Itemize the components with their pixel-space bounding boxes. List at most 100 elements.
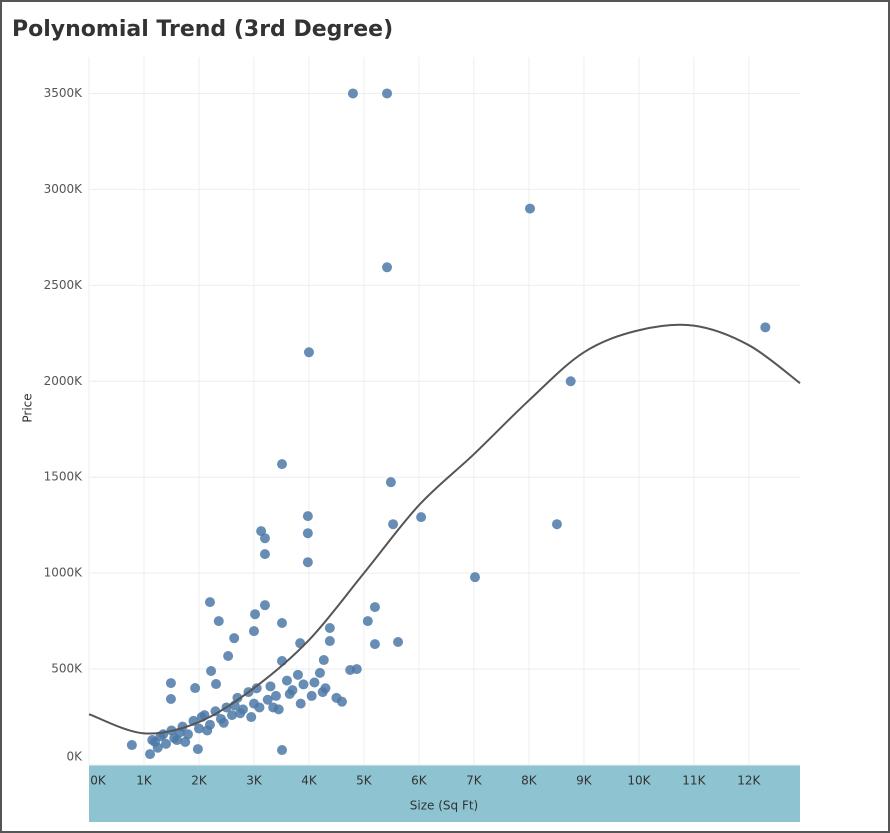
point [235,708,246,719]
x-tick-label: 6K [411,774,428,788]
point [277,618,288,629]
point [193,723,204,734]
point [259,549,270,560]
x-tick-label: 7K [466,774,483,788]
point [298,679,309,690]
point [211,679,222,690]
y-tick-label: 500K [51,662,83,676]
point [324,623,335,634]
point [246,712,257,723]
x-axis-band [89,765,800,822]
point [525,203,536,214]
point [302,511,313,522]
x-tick-label: 8K [521,774,538,788]
chart-title: Polynomial Trend (3rd Degree) [12,17,393,42]
point [760,322,771,333]
point [248,626,259,637]
point [347,88,358,99]
point [250,609,261,620]
point [388,519,399,530]
point [314,667,325,678]
point [180,736,191,747]
x-tick-label: 10K [627,774,651,788]
point [295,698,306,709]
point [192,744,203,755]
y-tick-label: 3500K [44,86,84,100]
point [416,512,427,523]
x-tick-label: 12K [737,774,761,788]
point [306,690,317,701]
point [362,616,373,627]
point [152,742,163,753]
point [284,689,295,700]
point [351,664,362,675]
point [382,262,393,273]
point [268,702,279,713]
point [226,710,237,721]
point [158,729,169,740]
point [190,683,201,694]
point [182,729,193,740]
point [270,690,281,701]
y-axis-title: Price [21,393,35,422]
point [318,655,329,666]
point [393,637,404,648]
point [292,669,303,680]
y-tick-label: 2000K [44,374,84,388]
y-tick-label: 3000K [44,182,84,196]
point [551,519,562,530]
y-tick-label: 1500K [44,470,84,484]
point [204,597,215,608]
y-tick-label: 0K [66,750,83,764]
point [126,740,137,751]
point [229,633,240,644]
x-axis-title: Size (Sq Ft) [410,799,478,813]
point [470,572,481,583]
point [565,376,576,387]
point [317,687,328,698]
point [160,738,171,749]
x-tick-label: 9K [576,774,593,788]
point [309,677,320,688]
point [232,692,243,703]
point [254,702,265,713]
point [385,477,396,488]
point [265,681,276,692]
point [277,459,288,470]
point [382,88,393,99]
x-tick-label: 0K [90,774,107,788]
point [202,725,213,736]
point [369,639,380,650]
x-tick-label: 2K [191,774,208,788]
x-tick-label: 5K [356,774,373,788]
x-tick-label: 3K [246,774,263,788]
y-tick-label: 2500K [44,278,84,292]
x-tick-label: 4K [301,774,318,788]
point [147,735,158,746]
point [259,533,270,544]
point [302,528,313,539]
point [145,749,156,760]
y-tick-label: 1000K [44,566,84,580]
point [251,683,262,694]
x-tick-label: 1K [136,774,153,788]
point [165,678,176,689]
point [223,651,234,662]
point [302,557,313,568]
point [165,693,176,704]
x-tick-label: 11K [682,774,706,788]
trend-line [88,323,801,735]
point [369,602,380,613]
point [277,745,288,756]
point [210,706,221,717]
point [281,675,292,686]
point [262,694,273,705]
point [206,665,217,676]
point [324,636,335,647]
point [259,600,270,611]
point [218,717,229,728]
point [303,347,314,358]
point [336,696,347,707]
